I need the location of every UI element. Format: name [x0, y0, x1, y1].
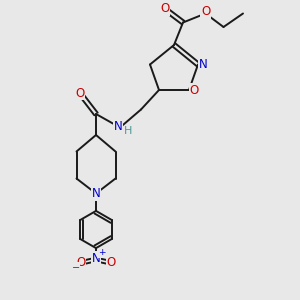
Text: O: O [106, 256, 116, 269]
Text: +: + [98, 248, 106, 257]
Text: N: N [113, 119, 122, 133]
Text: O: O [201, 5, 210, 19]
Text: N: N [92, 187, 100, 200]
Text: N: N [199, 58, 208, 71]
Text: O: O [75, 86, 84, 100]
Text: O: O [190, 83, 199, 97]
Text: H: H [124, 126, 133, 136]
Text: −: − [72, 263, 80, 273]
Text: N: N [92, 251, 100, 265]
Text: O: O [76, 256, 85, 269]
Text: O: O [160, 2, 169, 16]
